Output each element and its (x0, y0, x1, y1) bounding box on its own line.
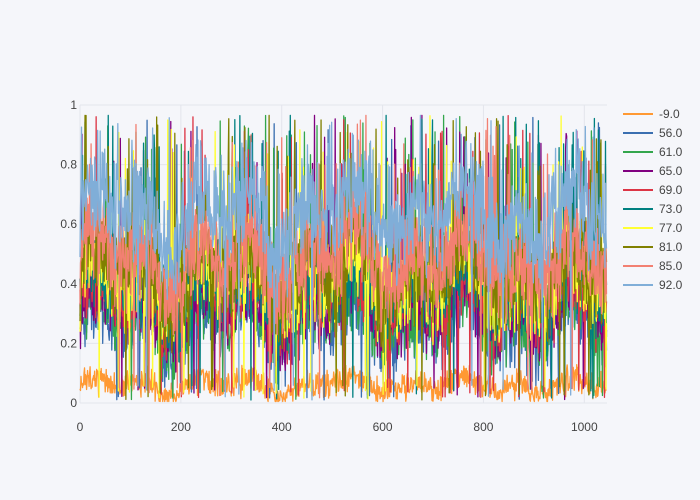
x-tick-label: 400 (272, 420, 292, 434)
y-tick-label: 0.2 (60, 336, 77, 350)
legend-label: -9.0 (659, 107, 680, 121)
legend-label: 65.0 (659, 164, 683, 178)
plot-area (79, 114, 608, 403)
legend-label: 56.0 (659, 126, 683, 140)
y-tick-label: 0.8 (60, 158, 77, 172)
series-line (79, 114, 608, 401)
legend-label: 77.0 (659, 221, 683, 235)
y-tick-label: 0.4 (60, 277, 77, 291)
legend-item[interactable]: 77.0 (623, 221, 683, 235)
x-tick-label: 1000 (571, 420, 598, 434)
legend-item[interactable]: 73.0 (623, 202, 683, 216)
legend-item[interactable]: 61.0 (623, 145, 683, 159)
legend-label: 92.0 (659, 278, 683, 292)
legend-item[interactable]: 56.0 (623, 126, 683, 140)
axes: 0 0.2 0.4 0.6 0.8 1 0 200 400 600 800 1000 (60, 98, 598, 434)
legend-label: 61.0 (659, 145, 683, 159)
y-tick-label: 1 (70, 98, 77, 112)
legend-label: 69.0 (659, 183, 683, 197)
legend-item[interactable]: 85.0 (623, 259, 683, 273)
legend[interactable]: -9.0 56.0 61.0 65.0 69.0 73.0 77.0 81.0 85.0 92.0 (623, 107, 683, 292)
legend-item[interactable]: 65.0 (623, 164, 683, 178)
y-tick-label: 0 (70, 396, 77, 410)
legend-item[interactable]: 81.0 (623, 240, 683, 254)
legend-label: 73.0 (659, 202, 683, 216)
x-tick-label: 200 (171, 420, 191, 434)
legend-label: 85.0 (659, 259, 683, 273)
legend-item[interactable]: 92.0 (623, 278, 683, 292)
legend-item[interactable]: 69.0 (623, 183, 683, 197)
x-tick-label: 800 (473, 420, 493, 434)
x-tick-label: 0 (77, 420, 84, 434)
x-tick-label: 600 (373, 420, 393, 434)
legend-label: 81.0 (659, 240, 683, 254)
y-tick-label: 0.6 (60, 217, 77, 231)
legend-item[interactable]: -9.0 (623, 107, 680, 121)
